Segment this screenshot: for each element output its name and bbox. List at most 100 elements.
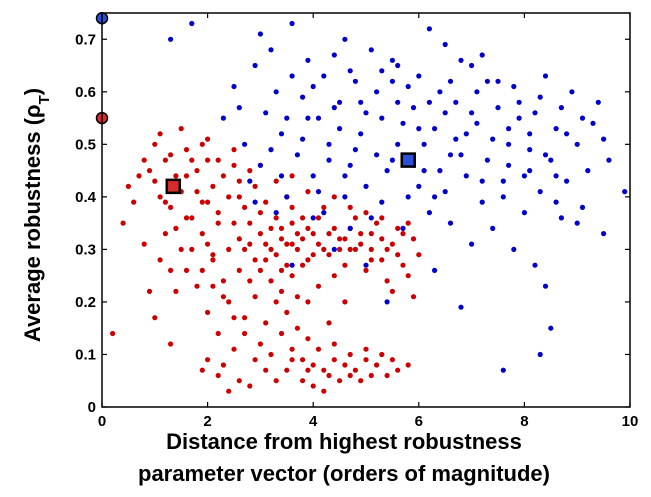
red-data-point — [278, 267, 285, 273]
blue-data-point — [358, 99, 364, 105]
blue-data-point — [558, 105, 565, 111]
x-tick-label: 0 — [98, 413, 106, 430]
red-data-point — [263, 199, 269, 205]
y-tick-label: 0.2 — [75, 294, 96, 311]
blue-data-point — [168, 36, 174, 42]
blue-data-point — [442, 110, 448, 116]
blue-data-point — [400, 120, 406, 126]
red-data-point — [395, 367, 401, 373]
blue-data-point — [421, 141, 427, 147]
blue-data-point — [326, 141, 332, 147]
red-data-point — [368, 231, 374, 237]
red-data-point — [183, 267, 190, 273]
red-data-point — [199, 231, 205, 237]
red-data-point — [326, 252, 332, 258]
red-data-point — [321, 388, 327, 394]
blue-data-point — [331, 52, 337, 58]
blue-data-point — [579, 115, 586, 121]
blue-data-point — [384, 168, 390, 174]
blue-data-point — [474, 89, 480, 95]
red-data-point — [247, 278, 253, 284]
red-data-point — [273, 215, 279, 221]
red-data-point — [205, 357, 211, 363]
red-data-point — [236, 378, 242, 384]
red-data-point — [294, 231, 300, 237]
red-data-point — [152, 178, 158, 184]
red-data-point — [152, 141, 158, 147]
red-data-point — [205, 241, 211, 247]
blue-data-point — [516, 99, 522, 105]
red-data-point — [263, 367, 269, 373]
red-data-point — [337, 378, 343, 384]
red-data-point — [226, 388, 232, 394]
blue-data-point — [474, 120, 480, 126]
blue-data-point — [300, 136, 306, 142]
red-data-point — [405, 273, 411, 279]
blue-data-point — [310, 173, 316, 179]
blue-data-point — [490, 136, 496, 142]
blue-data-point — [532, 262, 538, 268]
blue-data-point — [590, 120, 596, 126]
x-tick-label: 4 — [309, 413, 318, 430]
red-data-point — [178, 126, 184, 132]
red-data-point — [363, 267, 369, 273]
red-data-point — [220, 362, 226, 368]
blue-data-point — [585, 168, 591, 174]
red-data-point — [194, 283, 200, 289]
blue-data-point — [395, 62, 401, 69]
red-data-point — [294, 294, 300, 300]
red-data-point — [242, 246, 248, 252]
red-data-point — [189, 215, 195, 221]
red-data-point — [199, 199, 205, 205]
red-data-point — [231, 220, 237, 226]
blue-data-point — [405, 194, 411, 200]
red-data-point — [162, 231, 168, 237]
red-data-point — [305, 189, 311, 195]
red-data-point — [310, 231, 316, 237]
red-data-point — [315, 215, 322, 221]
blue-data-point — [458, 57, 464, 63]
red-data-point — [331, 357, 337, 363]
blue-data-point — [521, 173, 528, 179]
red-data-point — [352, 367, 358, 373]
blue-data-point — [542, 283, 549, 289]
x-axis-ticks: 0 2 4 6 8 10 — [98, 13, 638, 430]
red-data-point — [210, 283, 216, 289]
red-data-point — [236, 194, 242, 200]
blue-data-point — [527, 147, 533, 153]
blue-data-point — [268, 47, 274, 53]
blue-data-point — [442, 41, 448, 48]
red-data-point — [268, 225, 274, 231]
red-data-point — [342, 262, 348, 268]
red-data-point — [247, 241, 253, 247]
red-data-point — [289, 346, 295, 352]
blue-data-point — [601, 231, 607, 237]
blue-data-point — [315, 189, 322, 195]
x-axis-title-line1: Distance from highest robustness — [166, 429, 522, 454]
red-data-point — [215, 372, 221, 379]
blue-data-point — [516, 115, 522, 121]
blue-data-point — [310, 83, 316, 90]
x-tick-label: 2 — [203, 413, 211, 430]
red-data-point — [199, 141, 205, 147]
blue-data-point — [469, 110, 475, 116]
red-data-point — [347, 372, 353, 379]
blue-data-point — [331, 105, 337, 111]
red-data-point — [189, 246, 195, 252]
red-data-point — [389, 357, 395, 363]
blue-data-point — [527, 168, 533, 174]
red-data-point — [379, 236, 385, 242]
red-data-point — [173, 288, 179, 294]
blue-data-point — [347, 68, 353, 74]
red-data-point — [389, 241, 395, 247]
red-data-point — [215, 220, 221, 226]
red-data-point — [374, 362, 380, 368]
blue-data-point — [500, 194, 506, 200]
blue-data-point — [368, 215, 374, 221]
blue-data-point — [347, 225, 353, 231]
blue-data-point — [363, 183, 369, 189]
y-tick-label: 0.1 — [75, 346, 96, 363]
blue-data-point — [273, 210, 279, 216]
red-data-point — [358, 378, 364, 384]
blue-data-point — [458, 304, 464, 310]
